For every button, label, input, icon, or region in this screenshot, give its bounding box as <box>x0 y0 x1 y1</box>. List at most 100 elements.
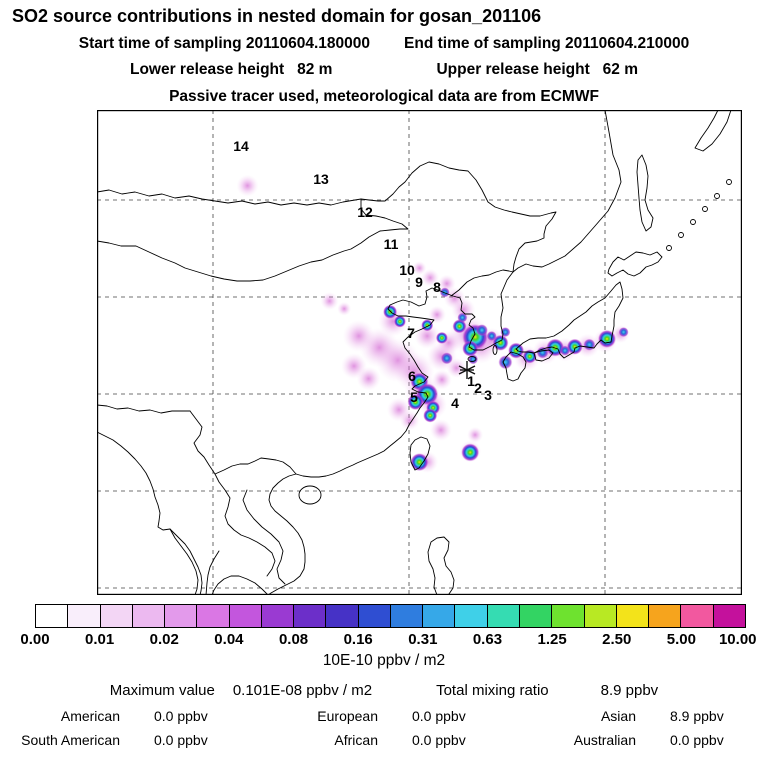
colorbar-segment <box>680 605 713 627</box>
end-time-text: End time of sampling 20110604.210000 <box>404 35 690 52</box>
concentration-blob <box>337 301 352 316</box>
stats-summary-row: Maximum value 0.101E-08 ppbv / m2 Total … <box>0 682 768 699</box>
colorbar-segment <box>648 605 681 627</box>
region-stat: Asian 8.9 ppbv <box>516 708 768 724</box>
plot-title: SO2 source contributions in nested domai… <box>12 6 542 26</box>
colorbar-ticks: 0.00 0.01 0.02 0.04 0.08 0.16 0.31 0.63 … <box>20 631 756 649</box>
colorbar-area: 0.00 0.01 0.02 0.04 0.08 0.16 0.31 0.63 … <box>20 604 757 649</box>
colorbar-tick: 10.00 <box>718 631 757 648</box>
concentration-blob <box>439 287 450 298</box>
concentration-blob <box>431 369 452 390</box>
region-label: European <box>317 708 378 724</box>
coastline-kamchatka <box>694 110 732 152</box>
concentration-blob <box>421 319 434 332</box>
trajectory-label: 12 <box>357 204 373 220</box>
region-stat: South American 0.0 ppbv <box>0 732 258 748</box>
concentration-blob <box>435 331 448 344</box>
border-myanmar-thailand <box>169 528 199 595</box>
sampling-time-row: Start time of sampling 20110604.180000 E… <box>0 35 768 53</box>
concentration-blob <box>467 426 484 443</box>
concentration-blob <box>462 340 479 357</box>
island-kyushu <box>502 351 527 382</box>
region-stat: American 0.0 ppbv <box>0 708 258 724</box>
coastline-gulf-thailand <box>205 550 220 595</box>
border-mongolia-south <box>97 198 409 282</box>
colorbar-segment <box>131 605 165 627</box>
island-luzon <box>427 536 455 595</box>
trajectory-label: 14 <box>233 138 249 154</box>
region-stat: African 0.0 ppbv <box>258 732 516 748</box>
tracer-note-row: Passive tracer used, meteorological data… <box>0 88 768 106</box>
concentration-blob <box>412 261 427 276</box>
colorbar-tick: 0.00 <box>20 631 50 648</box>
trajectory-label: 6 <box>408 368 416 384</box>
trajectory-label: 10 <box>399 262 415 278</box>
map: 1 2 3 4 5 6 7 8 9 10 11 12 13 14 <box>97 110 742 595</box>
colorbar-segment <box>228 605 261 627</box>
max-value-label: Maximum value <box>109 682 215 699</box>
border-korea-china <box>450 269 514 297</box>
concentration-blob <box>468 354 479 365</box>
concentration-blob <box>452 319 467 334</box>
concentration-blob <box>598 329 616 348</box>
colorbar-tick: 0.04 <box>214 631 244 648</box>
colorbar-segment <box>99 605 132 627</box>
colorbar-segment <box>518 605 552 627</box>
concentration-blob <box>236 174 259 197</box>
trajectory-label: 8 <box>433 279 441 295</box>
concentration-blob <box>583 338 596 351</box>
coastline-mainland <box>211 110 622 595</box>
island-kuril <box>666 245 672 251</box>
island-sakhalin <box>636 154 654 232</box>
trajectory-label: 13 <box>313 171 329 187</box>
colorbar-segment <box>293 605 326 627</box>
max-value-stat: Maximum value 0.101E-08 ppbv / m2 <box>110 682 372 699</box>
region-value: 0.0 ppbv <box>670 732 724 748</box>
concentration-blob <box>407 394 424 410</box>
island-honshu <box>515 281 624 359</box>
colorbar-tick: 5.00 <box>666 631 696 648</box>
colorbar-segment <box>389 605 423 627</box>
colorbar-tick: 0.63 <box>472 631 503 648</box>
colorbar-segment <box>712 605 745 627</box>
concentration-blob <box>393 315 406 328</box>
trajectory-label: 1 <box>467 373 475 389</box>
colorbar-segment <box>196 605 229 627</box>
release-height-row: Lower release height 82 m Upper release … <box>0 61 768 79</box>
colorbar-segment <box>615 605 649 627</box>
trajectory-label: 7 <box>407 325 415 341</box>
total-mixing-stat: Total mixing ratio 8.9 ppbv <box>436 682 658 699</box>
colorbar-segment <box>583 605 616 627</box>
concentration-blob <box>560 345 570 356</box>
coastline-bengal <box>97 431 203 595</box>
upper-release-text: Upper release height 62 m <box>436 61 639 78</box>
concentration-blob <box>618 327 629 338</box>
concentration-blob <box>383 304 398 319</box>
concentration-blob <box>410 453 429 472</box>
border-sw-china <box>189 410 297 475</box>
concentration-blob <box>461 443 480 462</box>
map-canvas: 1 2 3 4 5 6 7 8 9 10 11 12 13 14 <box>97 110 742 595</box>
colorbar-tick: 0.02 <box>149 631 179 648</box>
concentration-blob <box>498 355 513 370</box>
concentration-blob <box>356 366 381 391</box>
trajectory-label: 2 <box>474 380 482 396</box>
region-label: Asian <box>600 708 636 724</box>
concentration-blob <box>508 342 525 359</box>
receptor-star-icon <box>458 361 476 379</box>
region-stat: European 0.0 ppbv <box>258 708 516 724</box>
region-value: 8.9 ppbv <box>670 708 724 724</box>
max-value-text: 0.101E-08 ppbv / m2 <box>232 682 373 699</box>
island-taiwan <box>409 436 431 471</box>
concentration-blob <box>421 268 440 287</box>
concentration-blob <box>457 312 468 323</box>
island-hainan <box>298 485 322 505</box>
concentration-blob <box>399 410 420 431</box>
island-jeju <box>467 356 477 362</box>
border-thailand <box>214 473 276 577</box>
concentration-blob <box>566 338 583 355</box>
border-laos-vietnam <box>242 489 286 585</box>
colorbar-segment <box>164 605 197 627</box>
island-shikoku <box>533 349 554 362</box>
trajectory-label: 3 <box>484 387 492 403</box>
